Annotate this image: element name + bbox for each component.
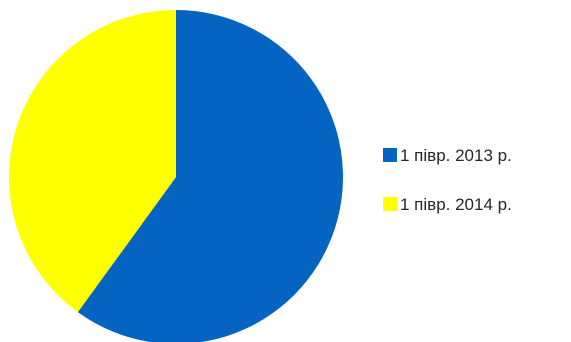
legend-swatch-2014	[383, 197, 397, 211]
pie-slice-2013	[77, 10, 343, 342]
legend-swatch-2013	[383, 148, 397, 162]
pie-slice-2014	[9, 10, 176, 313]
legend-label-2014: 1 півр. 2014 р.	[400, 195, 512, 214]
legend: 1 півр. 2013 р. 1 півр. 2014 р.	[383, 146, 512, 214]
pie-slices	[9, 10, 343, 342]
legend-label-2013: 1 півр. 2013 р.	[400, 146, 512, 165]
